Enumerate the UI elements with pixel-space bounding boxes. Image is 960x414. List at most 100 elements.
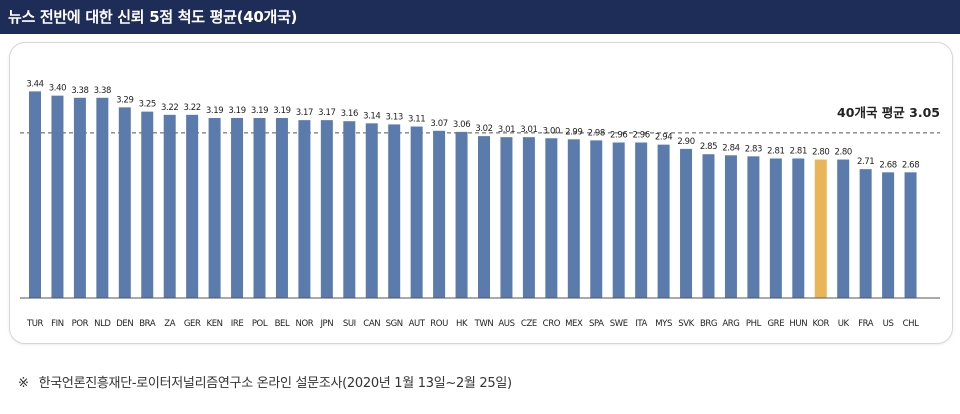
value-label: 3.16 [341, 109, 358, 119]
value-label: 2.85 [700, 142, 717, 152]
category-label: AUT [409, 319, 426, 329]
category-label: MEX [565, 319, 583, 329]
value-label: 3.19 [228, 106, 245, 116]
value-label: 3.00 [543, 126, 560, 136]
bar-jpn [320, 120, 333, 299]
bar-nor [298, 120, 311, 299]
category-label: IRE [231, 319, 244, 329]
bar-phl [747, 156, 760, 298]
category-label: ROU [430, 319, 448, 329]
bar-svk [680, 148, 693, 298]
value-label: 3.07 [430, 119, 447, 129]
bar-ita [635, 142, 648, 298]
category-label: NOR [296, 319, 314, 329]
value-label: 2.81 [767, 146, 784, 156]
value-label: 3.19 [251, 106, 268, 116]
category-label: GRE [768, 319, 785, 329]
value-label: 3.25 [139, 100, 156, 110]
bar-bra [141, 111, 154, 298]
bar-za [163, 114, 176, 298]
bar-sui [343, 121, 356, 299]
category-label: POR [72, 319, 89, 329]
value-label: 3.06 [453, 120, 470, 130]
value-label: 3.19 [206, 106, 223, 116]
value-label: 3.13 [386, 112, 403, 122]
bar-chart: 40개국 평균 3.05 3.44 TUR 3.40 FIN 3.38 POR 3.38 NLD… [20, 79, 940, 329]
value-label: 2.68 [902, 160, 919, 170]
value-label: 2.84 [722, 143, 739, 153]
category-label: KEN [207, 319, 223, 329]
category-label: POL [252, 319, 268, 329]
bar-gre [769, 158, 782, 298]
bar-bel [275, 118, 288, 298]
footnote-text: 한국언론진흥재단-로이터저널리즘연구소 온라인 설문조사(2020년 1월 13… [38, 376, 513, 391]
category-label: BEL [275, 319, 290, 329]
value-label: 2.98 [588, 128, 605, 138]
value-label: 3.38 [71, 86, 88, 96]
category-label: BRA [139, 319, 156, 329]
category-label: CZE [521, 319, 537, 329]
bar-arg [724, 155, 737, 298]
bar-chl [904, 172, 917, 298]
category-label: FIN [51, 319, 64, 329]
category-label: CRO [543, 319, 561, 329]
category-label: TUR [26, 319, 44, 329]
bar-swe [612, 142, 625, 298]
value-label: 3.29 [116, 95, 133, 105]
category-label: PHL [746, 319, 762, 329]
bar-us [882, 172, 895, 298]
value-label: 3.02 [475, 124, 492, 134]
category-label: FRA [858, 319, 874, 329]
value-label: 3.17 [296, 108, 313, 118]
bar-ire [231, 118, 244, 298]
value-label: 2.71 [857, 157, 874, 167]
value-label: 2.68 [879, 160, 896, 170]
bar-fra [859, 169, 872, 298]
value-label: 3.14 [363, 111, 380, 121]
value-label: 3.22 [183, 103, 200, 113]
category-label: SPA [589, 319, 604, 329]
bar-ken [208, 118, 221, 298]
bar-ger [186, 114, 199, 298]
value-label: 3.38 [94, 86, 111, 96]
value-label: 2.80 [835, 148, 852, 158]
category-label: CAN [363, 319, 380, 329]
value-label: 3.01 [498, 125, 515, 135]
bar-hk [455, 131, 468, 298]
value-label: 2.96 [610, 131, 627, 141]
category-label: BRG [700, 319, 717, 329]
category-label: GER [184, 319, 201, 329]
bar-can [365, 123, 378, 298]
average-label: 40개국 평균 3.05 [837, 105, 940, 120]
bar-aut [410, 126, 423, 298]
bar-pol [253, 118, 266, 298]
value-label: 3.40 [49, 84, 66, 94]
value-label: 3.11 [408, 115, 425, 125]
bar-uk [837, 159, 850, 298]
bar-por [73, 97, 86, 298]
bar-fin [51, 95, 64, 299]
category-label: TWN [474, 319, 494, 329]
footnote: ※ 한국언론진흥재단-로이터저널리즘연구소 온라인 설문조사(2020년 1월 1… [18, 372, 512, 391]
chart-title: 뉴스 전반에 대한 신뢰 5점 척도 평균(40개국) [8, 8, 298, 26]
category-label: NLD [94, 319, 111, 329]
category-label: UK [838, 319, 850, 329]
category-label: AUS [498, 319, 514, 329]
category-label: US [883, 319, 894, 329]
bar-cro [545, 138, 558, 298]
category-label: JPN [319, 319, 333, 329]
category-label: SWE [610, 319, 628, 329]
category-label: KOR [812, 319, 829, 329]
category-label: HUN [789, 319, 807, 329]
category-label: ITA [635, 319, 647, 329]
bar-twn [478, 136, 490, 298]
category-label: ZA [164, 319, 175, 329]
value-label: 2.83 [745, 144, 762, 154]
bar-aus [500, 137, 513, 298]
chart-title-bar: 뉴스 전반에 대한 신뢰 5점 척도 평균(40개국) [0, 0, 960, 34]
bar-kor [814, 159, 827, 298]
category-label: SGN [386, 319, 403, 329]
value-label: 2.96 [632, 131, 649, 141]
category-label: ARG [722, 319, 739, 329]
category-label: SVK [678, 319, 694, 329]
